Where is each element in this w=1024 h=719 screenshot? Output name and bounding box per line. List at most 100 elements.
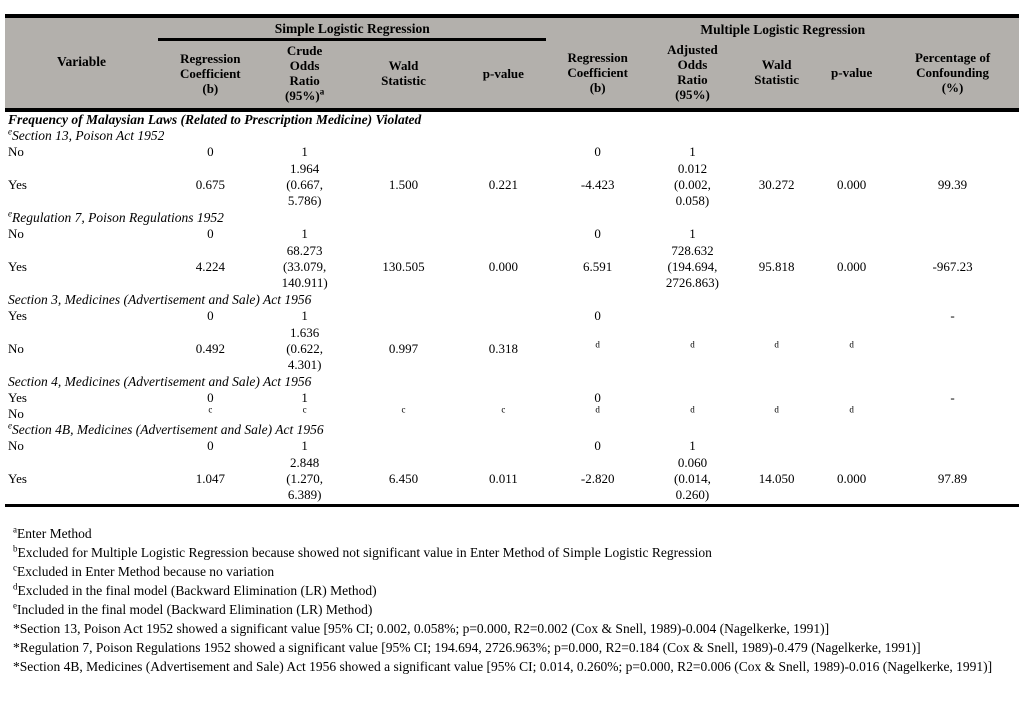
value-cell: 0.011: [488, 471, 518, 486]
subsection-row: eRegulation 7, Poison Regulations 1952: [5, 209, 1019, 226]
column-header: Crude Odds Ratio (95%)a: [262, 39, 347, 112]
footnote: *Section 4B, Medicines (Advertisement an…: [13, 659, 993, 674]
value-cell: 14.050: [758, 471, 795, 486]
value-cell: [886, 406, 1019, 422]
value-cell: 1: [689, 226, 696, 241]
variable-cell: Yes: [8, 259, 27, 274]
section-row: Frequency of Malaysian Laws (Related to …: [5, 110, 1019, 128]
value-cell: [886, 438, 1019, 454]
footnote-marker: e: [13, 600, 17, 611]
value-cell: [886, 226, 1019, 242]
value-cell: -967.23: [932, 259, 973, 274]
footnotes: aEnter Method bExcluded for Multiple Logi…: [5, 507, 1019, 676]
footnote-marker: c: [501, 404, 506, 415]
footnote-marker: b: [13, 543, 18, 554]
column-header-row: Regression Coefficient (b) Crude Odds Rat…: [5, 39, 1019, 112]
subsection-row: Section 3, Medicines (Advertisement and …: [5, 292, 1019, 308]
value-cell: 0: [594, 226, 601, 241]
footnote-marker: d: [690, 404, 695, 415]
value-cell: -4.423: [580, 177, 615, 192]
value-cell: [460, 226, 546, 242]
subsection-row: eSection 13, Poison Act 1952: [5, 126, 1019, 144]
variable-cell: No: [8, 144, 24, 159]
value-cell: 1: [301, 308, 308, 323]
value-cell: -: [950, 308, 955, 323]
value-cell: d: [736, 405, 817, 422]
value-cell: 0.675: [195, 177, 225, 192]
value-cell: 0.000: [837, 259, 867, 274]
footnote-marker: d: [13, 581, 18, 592]
variable-cell: No: [8, 438, 24, 453]
column-header: Adjusted Odds Ratio (95%): [648, 39, 737, 112]
footnote: dExcluded in the final model (Backward E…: [13, 581, 377, 598]
value-cell: 0: [594, 438, 601, 453]
value-cell: 0.000: [837, 177, 867, 192]
subsection-label: eSection 4B, Medicines (Advertisement an…: [8, 420, 324, 437]
footnote-marker: a: [13, 524, 17, 535]
variable-cell: Yes: [8, 471, 27, 486]
value-cell: [649, 390, 736, 406]
footnote: bExcluded for Multiple Logistic Regressi…: [13, 543, 712, 560]
footnote-marker: e: [8, 420, 12, 431]
variable-cell: Yes: [8, 177, 27, 192]
value-cell: 6.591: [583, 259, 613, 274]
value-cell: c: [158, 404, 262, 422]
results-table: Variable Simple Logistic Regression Multip…: [5, 14, 1019, 507]
value-cell: 0: [594, 144, 601, 159]
value-cell: [817, 226, 886, 242]
value-cell: [347, 438, 461, 454]
value-cell: [347, 308, 461, 324]
value-cell: c: [263, 405, 347, 422]
group-header-multiple: Multiple Logistic Regression: [546, 16, 1019, 40]
value-cell: -2.820: [580, 471, 615, 486]
data-row: Yes 0 1 0 -: [5, 308, 1019, 324]
subsection-label: Section 3, Medicines (Advertisement and …: [8, 292, 312, 307]
value-cell: 0: [207, 144, 214, 159]
value-cell: 1: [301, 226, 308, 241]
value-cell: d: [649, 404, 736, 422]
footnote-marker: d: [774, 339, 779, 350]
data-row: Yes 1.047 2.848 (1.270, 6.389) 6.450 0.011 -2…: [5, 454, 1019, 506]
value-cell: 97.89: [937, 471, 968, 486]
value-cell: 1.500: [388, 177, 419, 192]
value-cell: d: [546, 405, 648, 422]
value-cell: [460, 308, 546, 324]
value-cell: c: [460, 404, 546, 422]
value-cell: 1.047: [195, 471, 225, 486]
column-header: p-value: [460, 39, 547, 112]
value-cell: 1.636 (0.622, 4.301): [286, 325, 324, 372]
value-cell: [460, 438, 546, 454]
value-cell: [347, 390, 461, 406]
subsection-row: Section 4, Medicines (Advertisement and …: [5, 374, 1019, 390]
value-cell: d: [736, 324, 817, 374]
data-row: Yes 4.224 68.273 (33.079, 140.911) 130.505 0…: [5, 242, 1019, 292]
results-table-body: Frequency of Malaysian Laws (Related to …: [5, 110, 1019, 506]
value-cell: 0: [207, 308, 214, 323]
variable-cell: No: [8, 341, 24, 356]
footnote-marker: c: [208, 404, 213, 415]
value-cell: [817, 438, 886, 454]
value-cell: 95.818: [758, 259, 795, 274]
value-cell: [736, 438, 817, 454]
subsection-row: eSection 4B, Medicines (Advertisement an…: [5, 420, 1019, 438]
value-cell: 1: [689, 438, 696, 453]
subsection-label: eSection 13, Poison Act 1952: [8, 126, 165, 143]
value-cell: 0: [594, 308, 601, 323]
column-header: p-value: [817, 39, 887, 112]
footnote: *Section 13, Poison Act 1952 showed a si…: [13, 621, 830, 636]
subsection-label: Section 4, Medicines (Advertisement and …: [8, 374, 312, 389]
data-row: No 0 1 0 1: [5, 438, 1019, 454]
value-cell: [736, 390, 817, 406]
value-cell: -: [950, 390, 955, 405]
footnote: *Regulation 7, Poison Regulations 1952 s…: [13, 640, 921, 655]
value-cell: [649, 308, 736, 324]
value-cell: 0.000: [837, 471, 867, 486]
value-cell: 728.632 (194.694, 2726.863): [665, 243, 719, 290]
variable-cell: No: [8, 226, 24, 241]
value-cell: [817, 308, 886, 324]
footnote-marker: c: [401, 404, 406, 415]
value-cell: d: [649, 324, 736, 374]
value-cell: 1: [301, 390, 308, 405]
footnote-marker: e: [8, 126, 12, 137]
